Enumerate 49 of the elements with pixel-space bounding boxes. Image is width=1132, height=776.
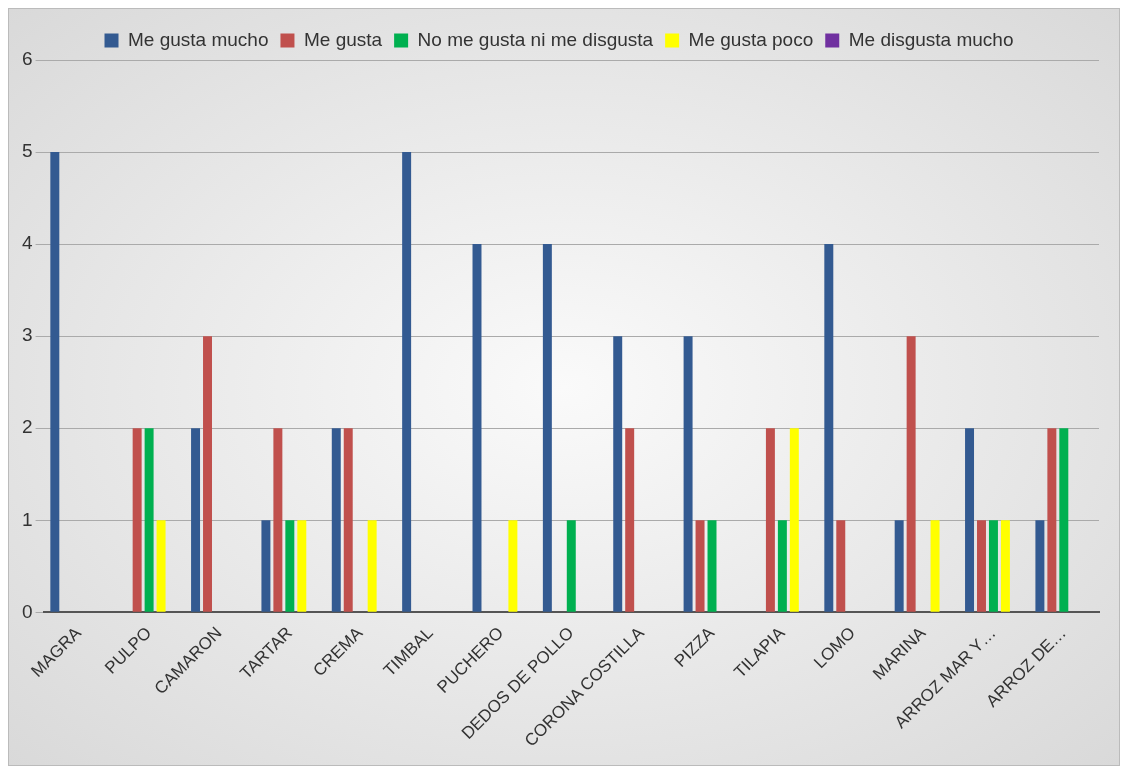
bar (765, 428, 775, 612)
y-tick-label: 0 (21, 600, 33, 622)
bar (144, 428, 154, 612)
bar (1035, 520, 1045, 612)
bar (1059, 428, 1069, 612)
legend-label: Me gusta (303, 28, 383, 50)
bar (50, 152, 60, 612)
bar (789, 428, 799, 612)
y-tick-label: 4 (21, 232, 33, 254)
bar (894, 520, 904, 612)
bar (707, 520, 717, 612)
bar (1047, 428, 1057, 612)
bar (132, 428, 142, 612)
legend-label: No me gusta ni me disgusta (417, 28, 654, 50)
bar (542, 244, 552, 612)
bar (836, 520, 846, 612)
y-tick-label: 2 (21, 416, 33, 438)
bar (402, 152, 412, 612)
bar (930, 520, 940, 612)
bar (824, 244, 834, 612)
bar (777, 520, 787, 612)
bar (156, 520, 166, 612)
bar (261, 520, 271, 612)
bar (695, 520, 705, 612)
bar (566, 520, 576, 612)
legend-label: Me disgusta mucho (848, 28, 1014, 50)
bar (683, 336, 693, 612)
bar (965, 428, 975, 612)
bar (988, 520, 998, 612)
bar (977, 520, 986, 612)
bar (297, 520, 307, 612)
bar (625, 428, 635, 612)
y-tick-label: 1 (21, 508, 33, 530)
bar (367, 520, 377, 612)
legend-label: Me gusta poco (688, 28, 814, 50)
y-tick-label: 6 (21, 48, 33, 70)
bar (343, 428, 353, 612)
bar (285, 520, 295, 612)
bar (331, 428, 341, 612)
bar (906, 336, 916, 612)
bar (273, 428, 283, 612)
y-tick-label: 5 (21, 140, 33, 162)
legend-label: Me gusta mucho (128, 28, 269, 50)
bar (508, 520, 518, 612)
bar (203, 336, 212, 612)
y-tick-label: 3 (21, 324, 33, 346)
bar (1000, 520, 1010, 612)
bar (191, 428, 201, 612)
bar (613, 336, 623, 612)
